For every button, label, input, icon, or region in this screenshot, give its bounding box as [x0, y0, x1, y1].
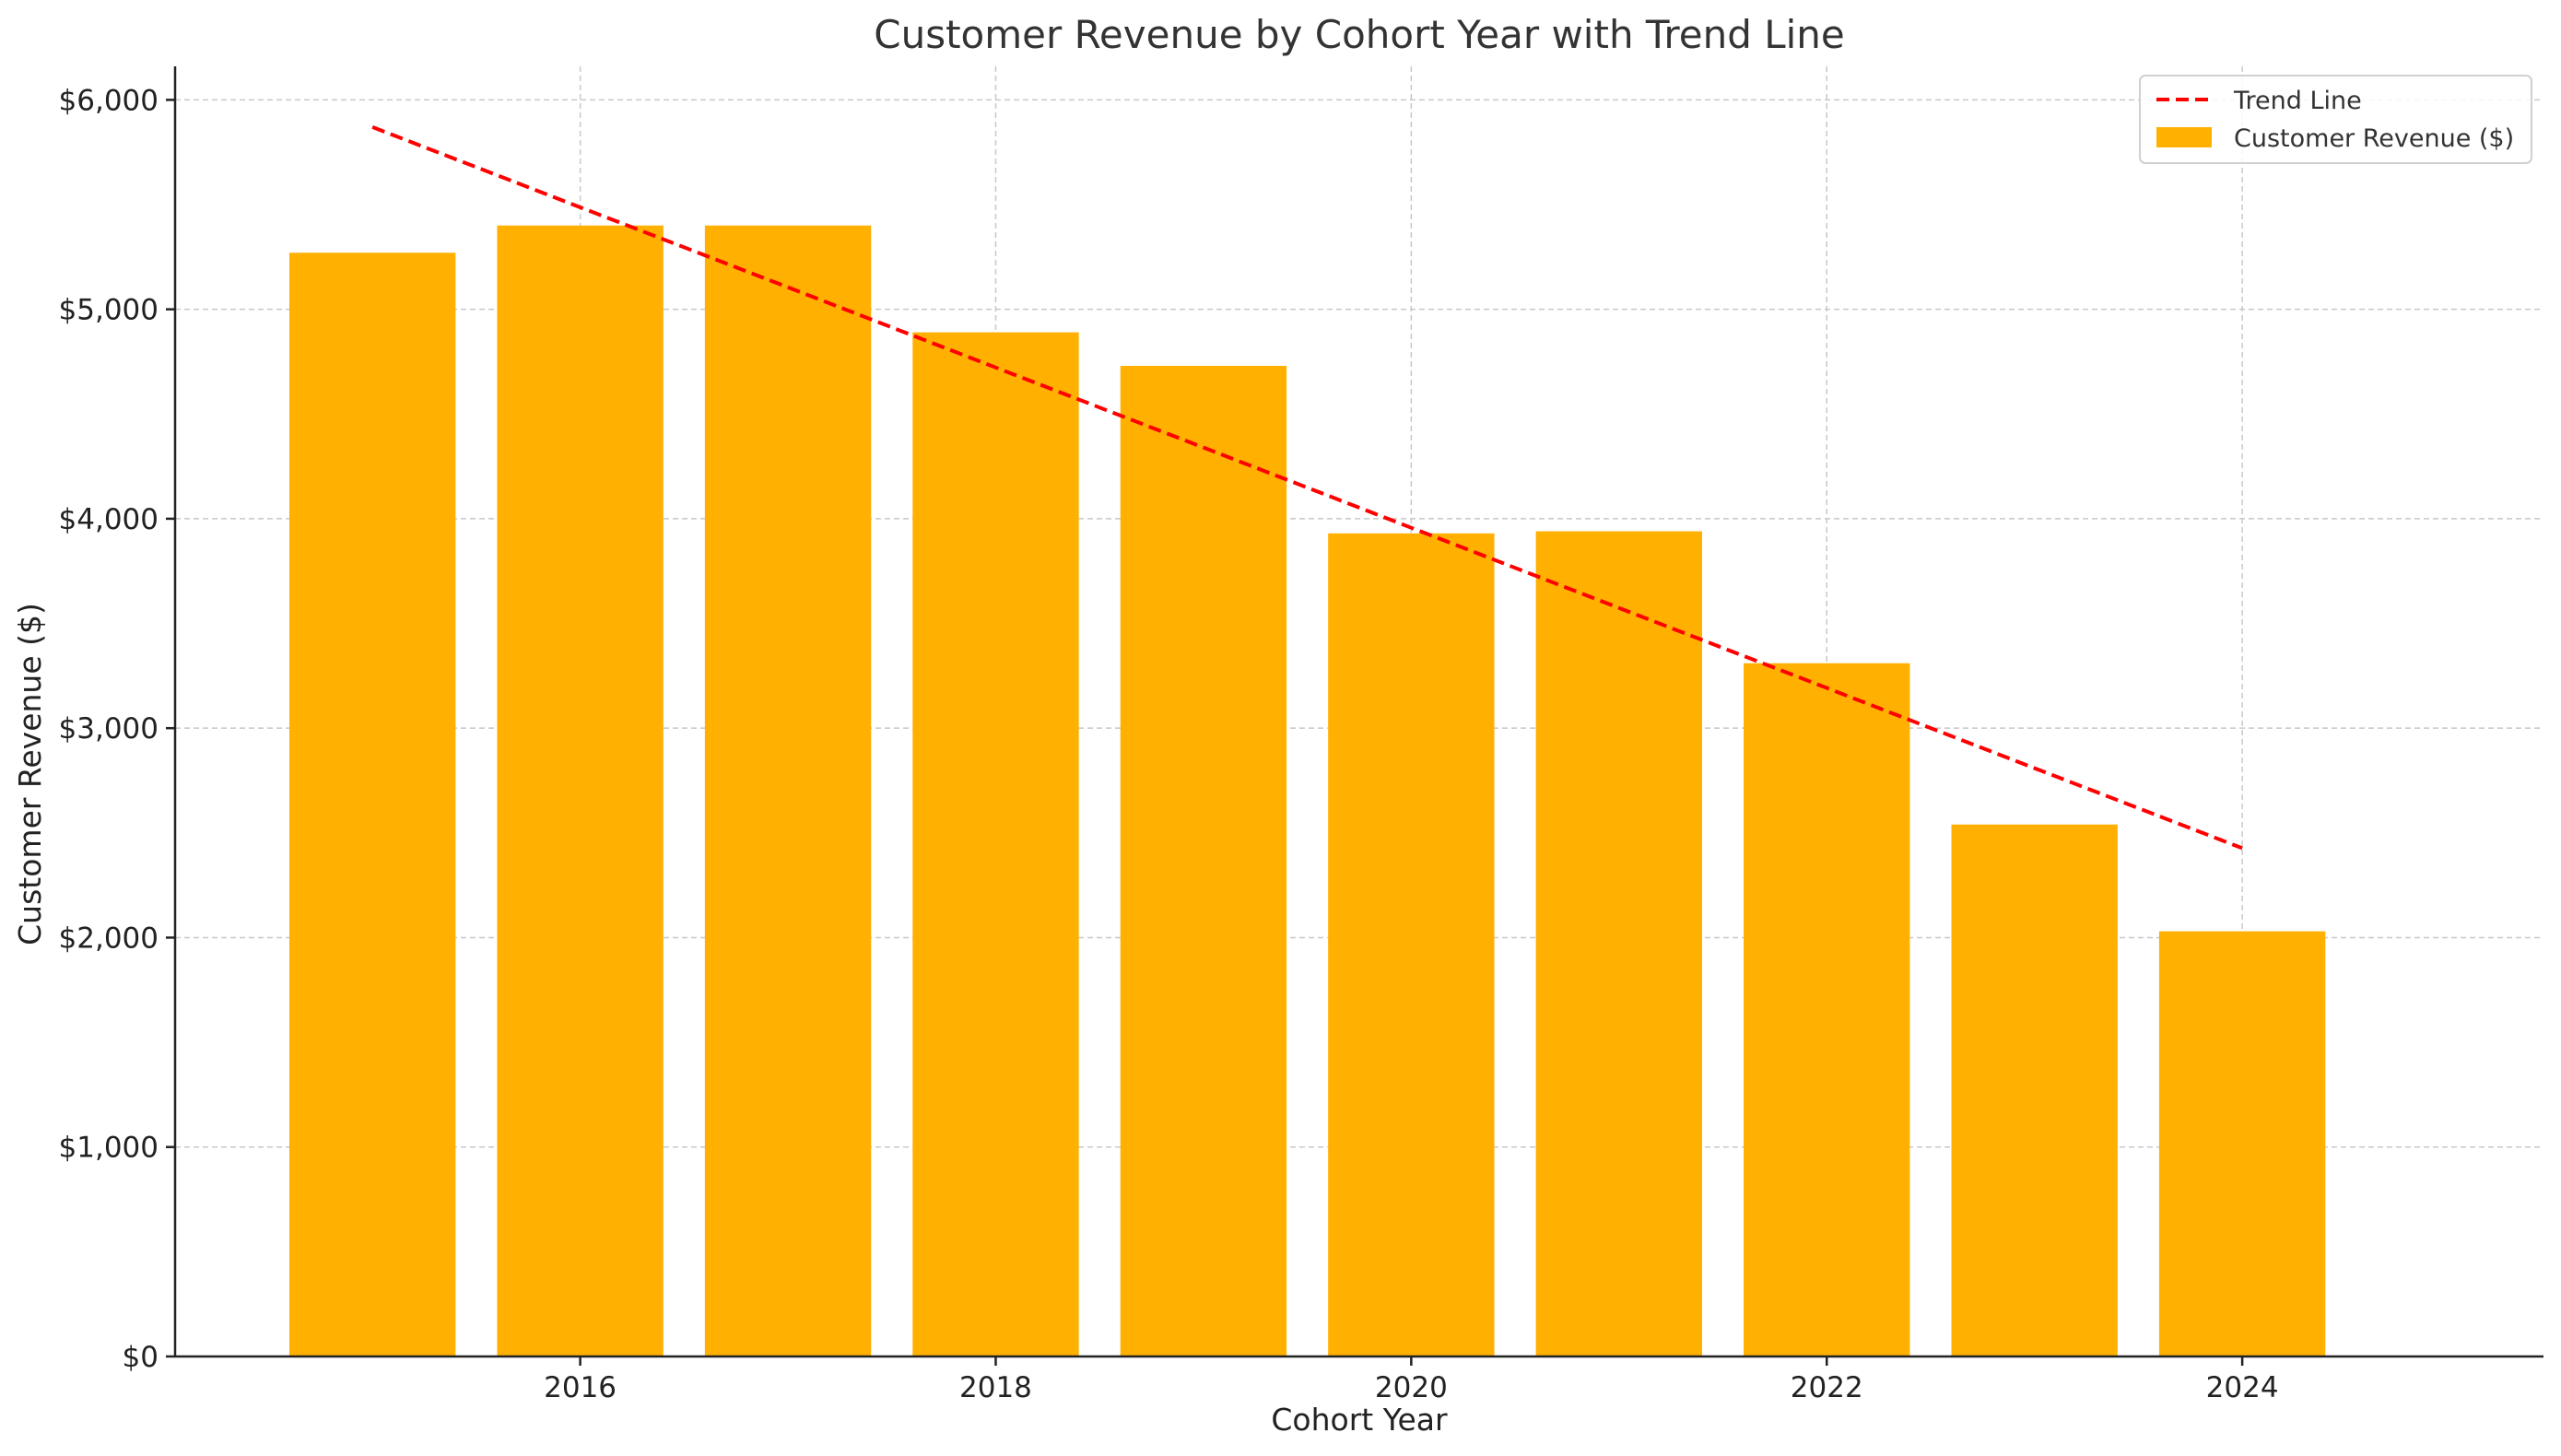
bar [497, 225, 664, 1356]
x-tick-label: 2022 [1791, 1371, 1863, 1404]
bar [288, 252, 456, 1357]
chart-title: Customer Revenue by Cohort Year with Tre… [874, 12, 1844, 57]
legend-box [2139, 75, 2532, 164]
trend-line-series [371, 125, 2243, 851]
y-tick-label: $6,000 [59, 84, 159, 117]
bar [704, 225, 872, 1356]
y-tick-label: $2,000 [59, 922, 159, 955]
x-tick-label: 2024 [2206, 1371, 2279, 1404]
bar [1535, 531, 1702, 1356]
bar [1328, 533, 1495, 1356]
axes [173, 66, 2543, 1358]
y-tick-label: $5,000 [59, 294, 159, 327]
y-tick-label: $4,000 [59, 503, 159, 536]
bar [1744, 663, 1910, 1356]
bar [1120, 366, 1287, 1356]
legend-trend-line-label: Trend Line [2233, 87, 2362, 115]
trend-line [371, 125, 2243, 851]
tick-labels: $0 $1,000 $2,000 $3,000 $4,000 $5,000 $6,000 20… [59, 84, 2279, 1404]
bar [1951, 824, 2118, 1356]
legend: Trend Line Customer Revenue ($) [2139, 75, 2532, 164]
y-tick-label: $1,000 [59, 1132, 159, 1165]
y-tick-label: $0 [123, 1341, 159, 1374]
bar-series [288, 225, 2326, 1357]
y-tick-label: $3,000 [59, 712, 159, 746]
legend-bar-swatch [2156, 127, 2212, 147]
x-axis-label: Cohort Year [1271, 1402, 1448, 1438]
legend-bar-label: Customer Revenue ($) [2234, 124, 2514, 153]
x-tick-label: 2018 [959, 1371, 1032, 1404]
y-axis-label: Customer Revenue ($) [12, 603, 48, 945]
bar [912, 332, 1079, 1356]
x-tick-label: 2016 [544, 1371, 617, 1404]
x-tick-label: 2020 [1375, 1371, 1448, 1404]
bar [2158, 931, 2326, 1356]
